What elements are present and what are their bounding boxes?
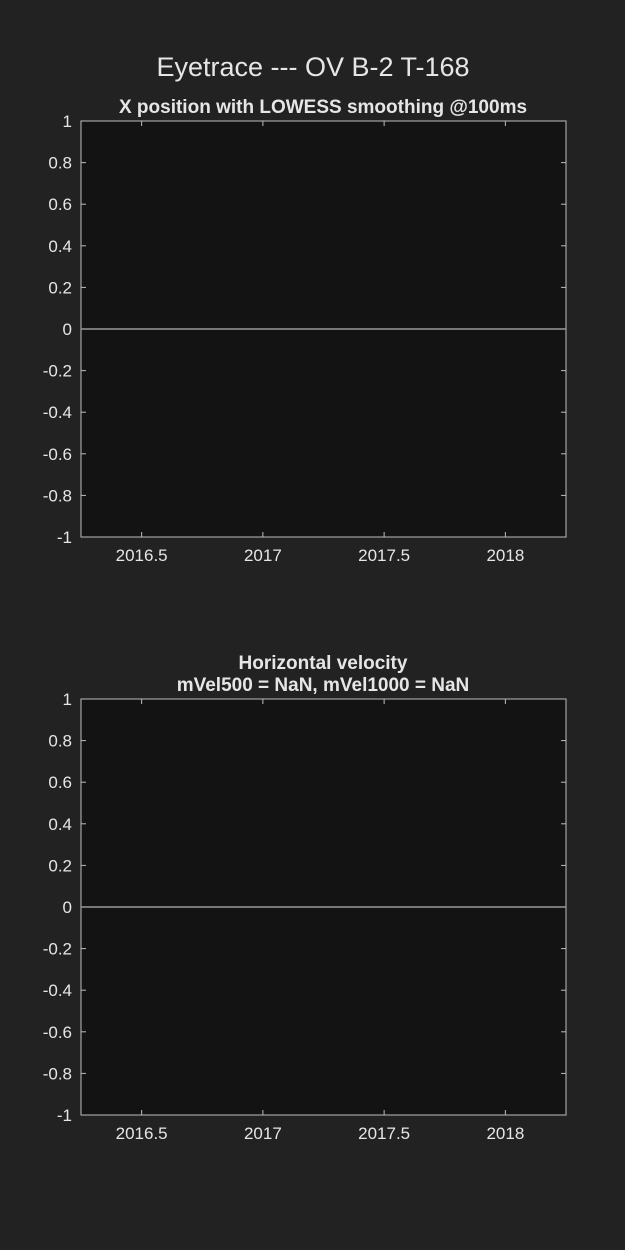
x-position-ytick-label: -1 bbox=[57, 528, 72, 547]
x-position-ytick-label: -0.6 bbox=[43, 445, 72, 464]
figure-title: Eyetrace --- OV B-2 T-168 bbox=[156, 52, 469, 82]
horizontal-velocity-ytick-label: -0.8 bbox=[43, 1064, 72, 1083]
horizontal-velocity-ytick-label: -0.6 bbox=[43, 1023, 72, 1042]
x-position-ytick-label: 0 bbox=[63, 320, 72, 339]
horizontal-velocity-ytick-label: 0.2 bbox=[48, 856, 72, 875]
horizontal-velocity-xtick-label: 2018 bbox=[486, 1124, 524, 1143]
x-position-ytick-label: 0.4 bbox=[48, 237, 72, 256]
horizontal-velocity-ytick-label: 1 bbox=[63, 690, 72, 709]
x-position-ytick-label: 0.8 bbox=[48, 154, 72, 173]
horizontal-velocity-ytick-label: 0.6 bbox=[48, 773, 72, 792]
horizontal-velocity-axes: Horizontal velocity mVel500 = NaN, mVel1… bbox=[43, 653, 567, 1143]
x-position-ytick-label: -0.2 bbox=[43, 362, 72, 381]
x-position-ytick-label: -0.8 bbox=[43, 486, 72, 505]
horizontal-velocity-ytick-label: -1 bbox=[57, 1106, 72, 1125]
horizontal-velocity-xtick-label: 2017.5 bbox=[358, 1124, 410, 1143]
horizontal-velocity-xtick-label: 2017 bbox=[244, 1124, 282, 1143]
x-position-xtick-label: 2016.5 bbox=[116, 546, 168, 565]
x-position-xtick-label: 2017 bbox=[244, 546, 282, 565]
horizontal-velocity-xtick-label: 2016.5 bbox=[116, 1124, 168, 1143]
x-position-ytick-label: 0.2 bbox=[48, 278, 72, 297]
x-position-ticks: 2016.5 2017 2017.5 2018 -1 -0.8 -0.6 -0.4 -0.2 0 0… bbox=[43, 112, 566, 565]
horizontal-velocity-subtitle: mVel500 = NaN, mVel1000 = NaN bbox=[177, 675, 470, 696]
horizontal-velocity-ytick-label: 0.4 bbox=[48, 815, 72, 834]
x-position-ytick-label: 1 bbox=[63, 112, 72, 131]
horizontal-velocity-ytick-label: -0.4 bbox=[43, 981, 72, 1000]
x-position-title: X position with LOWESS smoothing @100ms bbox=[119, 97, 527, 118]
x-position-xtick-label: 2017.5 bbox=[358, 546, 410, 565]
horizontal-velocity-ytick-label: 0.8 bbox=[48, 732, 72, 751]
horizontal-velocity-title: Horizontal velocity bbox=[239, 653, 408, 674]
x-position-ytick-label: 0.6 bbox=[48, 195, 72, 214]
horizontal-velocity-ytick-label: 0 bbox=[63, 898, 72, 917]
x-position-ytick-label: -0.4 bbox=[43, 403, 72, 422]
x-position-xtick-label: 2018 bbox=[486, 546, 524, 565]
horizontal-velocity-ytick-label: -0.2 bbox=[43, 940, 72, 959]
horizontal-velocity-ticks: 2016.5 2017 2017.5 2018 -1 -0.8 -0.6 -0.4 -0.2 0 0… bbox=[43, 690, 566, 1143]
x-position-axes: X position with LOWESS smoothing @100ms … bbox=[43, 97, 567, 565]
